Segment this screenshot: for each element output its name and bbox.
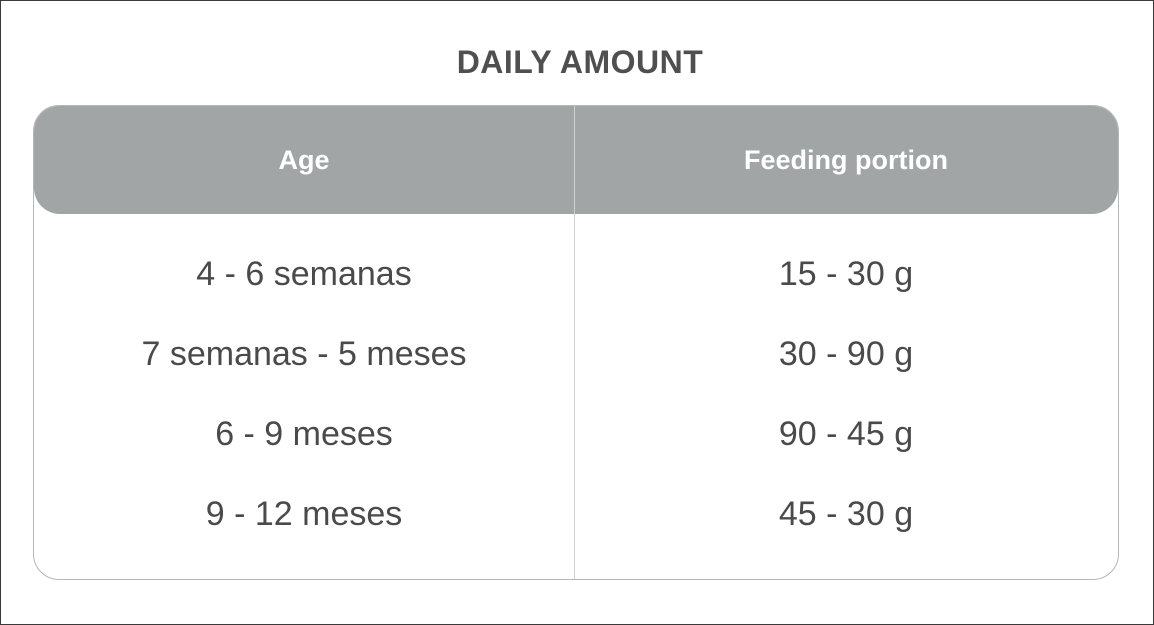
column-header-feeding-portion: Feeding portion: [744, 145, 948, 175]
table-row: 6 - 9 meses 90 - 45 g: [34, 394, 1118, 474]
age-cell: 9 - 12 meses: [205, 495, 403, 533]
column-divider: [574, 106, 575, 579]
portion-cell: 30 - 90 g: [778, 335, 914, 373]
table-body: 4 - 6 semanas 15 - 30 g 7 semanas - 5 me…: [34, 234, 1118, 554]
page-title: DAILY AMOUNT: [456, 44, 704, 80]
feeding-table: Age Feeding portion 4 - 6 semanas 15 - 3…: [33, 105, 1119, 580]
portion-cell: 15 - 30 g: [778, 255, 914, 293]
table-row: 7 semanas - 5 meses 30 - 90 g: [34, 314, 1118, 394]
table-row: 9 - 12 meses 45 - 30 g: [34, 474, 1118, 554]
age-cell: 4 - 6 semanas: [196, 255, 412, 293]
age-cell: 6 - 9 meses: [215, 415, 393, 453]
portion-cell: 90 - 45 g: [778, 415, 914, 453]
table-row: 4 - 6 semanas 15 - 30 g: [34, 234, 1118, 314]
table-header: Age Feeding portion: [34, 106, 1118, 214]
age-cell: 7 semanas - 5 meses: [141, 335, 467, 373]
portion-cell: 45 - 30 g: [778, 495, 914, 533]
column-header-age: Age: [278, 145, 330, 175]
